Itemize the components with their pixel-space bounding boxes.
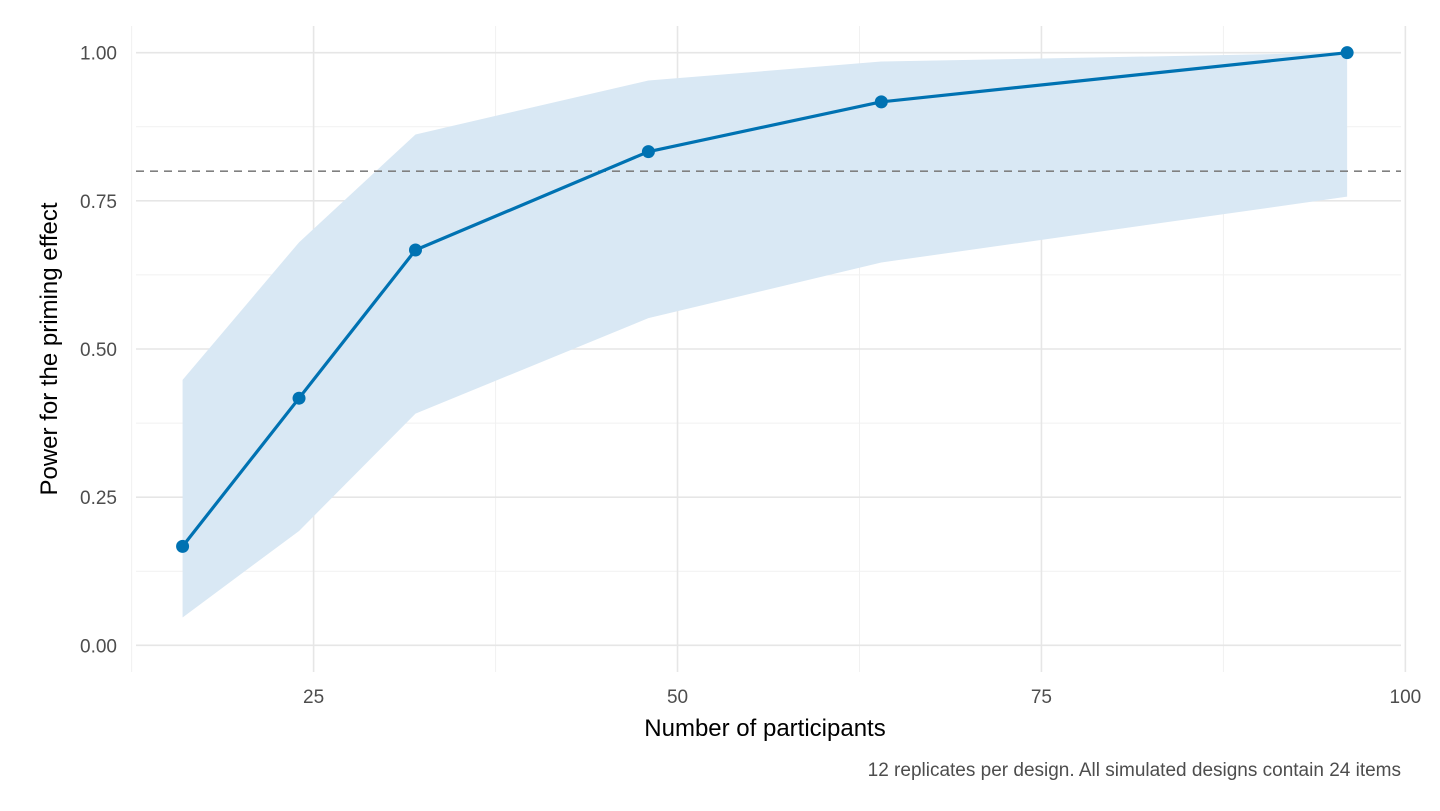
confidence-ribbon [182, 52, 1348, 618]
data-point-4 [874, 95, 888, 109]
x-tick-label-1: 50 [667, 687, 688, 708]
y-tick-labels: 0.00 0.25 0.50 0.75 1.00 [80, 44, 117, 658]
y-tick-label-3: 0.75 [80, 192, 117, 213]
data-point-5 [1340, 46, 1354, 60]
data-point-2 [408, 243, 422, 257]
y-tick-label-1: 0.25 [80, 488, 117, 509]
data-point-3 [641, 145, 655, 159]
x-tick-label-2: 75 [1031, 687, 1052, 708]
x-tick-label-0: 25 [303, 687, 324, 708]
data-points [176, 46, 1354, 553]
y-tick-label-2: 0.50 [80, 340, 117, 361]
data-point-0 [176, 539, 190, 553]
data-point-1 [292, 391, 306, 405]
x-tick-labels: 25 50 75 100 [303, 687, 1421, 708]
y-tick-label-0: 0.00 [80, 636, 117, 657]
series-line-layer [181, 51, 1348, 548]
chart-caption: 12 replicates per design. All simulated … [868, 760, 1401, 781]
x-axis-title: Number of participants [644, 715, 885, 742]
x-tick-label-3: 100 [1390, 687, 1422, 708]
confidence-band-layer [182, 52, 1348, 618]
y-tick-label-4: 1.00 [80, 44, 117, 65]
series-line [181, 51, 1348, 548]
y-axis-title: Power for the priming effect [36, 202, 63, 495]
